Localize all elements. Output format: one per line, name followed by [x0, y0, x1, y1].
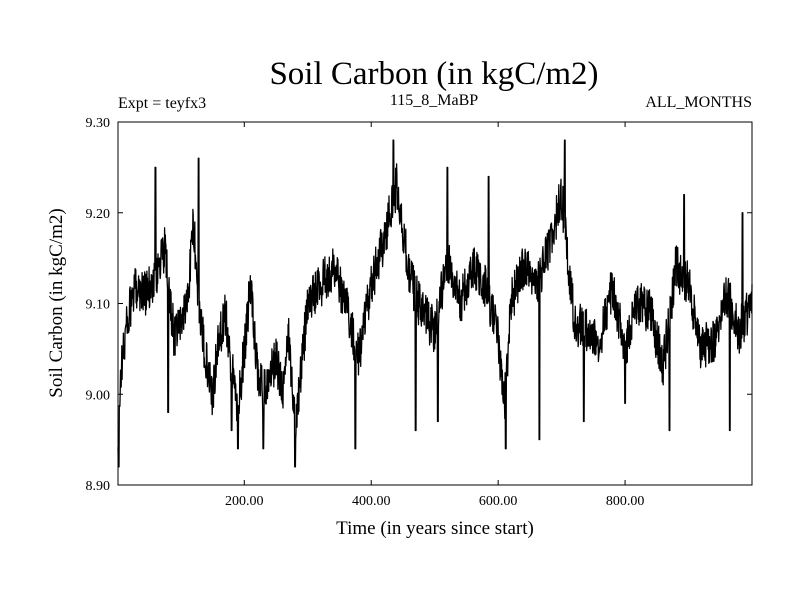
chart-title: Soil Carbon (in kgC/m2) — [269, 56, 598, 92]
series-layer — [117, 139, 753, 468]
y-tick-label: 9.10 — [86, 298, 111, 313]
x-tick-label: 600.00 — [479, 494, 518, 509]
x-tick-label: 400.00 — [352, 494, 391, 509]
y-tick-label: 8.90 — [86, 479, 111, 494]
x-tick-label: 200.00 — [225, 494, 264, 509]
y-tick-label: 9.00 — [86, 388, 111, 403]
months-label: ALL_MONTHS — [645, 94, 752, 111]
y-tick-label: 9.30 — [86, 116, 111, 131]
experiment-label: Expt = teyfx3 — [118, 95, 206, 112]
x-tick-label: 800.00 — [606, 494, 645, 509]
x-axis-label: Time (in years since start) — [336, 518, 534, 539]
period-label: 115_8_MaBP — [390, 92, 478, 109]
y-tick-label: 9.20 — [86, 207, 111, 222]
tick-layer: 8.90 9.00 9.10 9.20 9.30 200.00 400.00 600.00 80… — [86, 116, 752, 509]
series-line-0 — [117, 139, 753, 468]
y-axis-label: Soil Carbon (in kgC/m2) — [46, 208, 67, 397]
